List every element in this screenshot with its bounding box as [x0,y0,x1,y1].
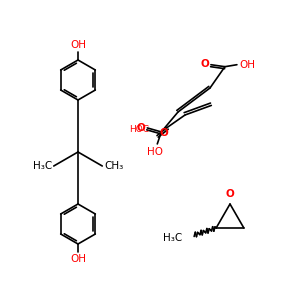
Text: OH: OH [70,254,86,264]
Text: OH: OH [239,60,255,70]
Text: H₃C: H₃C [32,161,52,171]
Text: O: O [136,123,145,133]
Text: HO: HO [147,147,163,157]
Text: CH₃: CH₃ [104,161,124,171]
Text: H₃C: H₃C [163,233,182,243]
Text: HOC: HOC [129,125,149,134]
Text: O: O [160,128,168,138]
Text: O: O [226,189,234,199]
Text: OH: OH [70,40,86,50]
Text: O: O [200,59,209,69]
